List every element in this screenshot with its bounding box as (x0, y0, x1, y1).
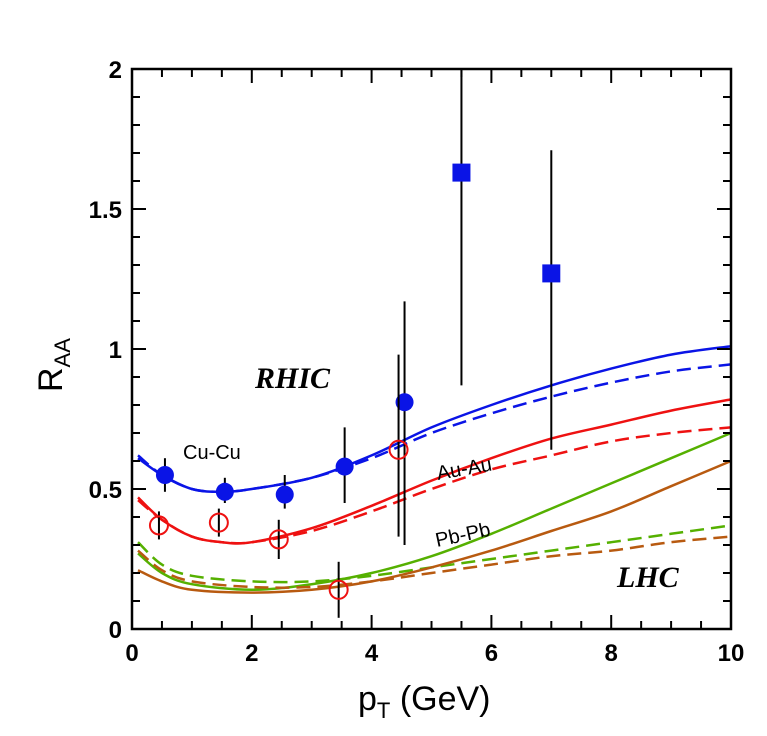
x-tick-label: 6 (485, 640, 498, 667)
plot-frame (130, 67, 733, 631)
x-tick-label: 10 (718, 640, 745, 667)
data-point-cucu (215, 482, 234, 501)
data-point-auau (268, 529, 289, 550)
annotation-cucu: Cu-Cu (183, 442, 241, 464)
y-tick-label: 0 (109, 617, 122, 644)
x-tick-label: 2 (245, 640, 258, 667)
data-point-auau (388, 439, 409, 460)
annotation-auau: Au-Au (435, 454, 494, 485)
curve-cucu-dashed (137, 363, 732, 494)
data-point-cucu (395, 393, 414, 412)
curve-lhc2-dashed (137, 535, 732, 589)
data-point-cucu (275, 485, 294, 504)
data-point-auau (328, 579, 349, 600)
data-point-auau (208, 512, 229, 533)
annotation-rhic: RHIC (254, 362, 331, 395)
data-point-cucu-square (542, 264, 561, 283)
data-point-cucu (335, 457, 354, 476)
data-point-cucu-square (452, 163, 471, 182)
x-tick-label: 4 (365, 640, 379, 667)
data-point-cucu (155, 466, 174, 484)
curve-auau-dashed (137, 426, 732, 545)
x-axis-label: pT (GeV) (358, 680, 491, 723)
curve-pbpb-dashed (137, 524, 732, 584)
annotation-lhc: LHC (616, 561, 680, 594)
y-axis-label: RAA (32, 338, 75, 392)
y-tick-label: 1.5 (89, 197, 122, 224)
annotation-pbpb: Pb-Pb (433, 519, 492, 552)
curve-lhc2-solid (137, 459, 732, 594)
x-tick-label: 8 (605, 640, 618, 667)
y-tick-label: 0.5 (89, 477, 122, 504)
y-tick-label: 2 (109, 57, 122, 84)
x-tick-label: 0 (125, 640, 138, 667)
data-point-auau (148, 515, 169, 536)
curve-pbpb-solid (137, 431, 732, 592)
y-tick-label: 1 (109, 337, 122, 364)
